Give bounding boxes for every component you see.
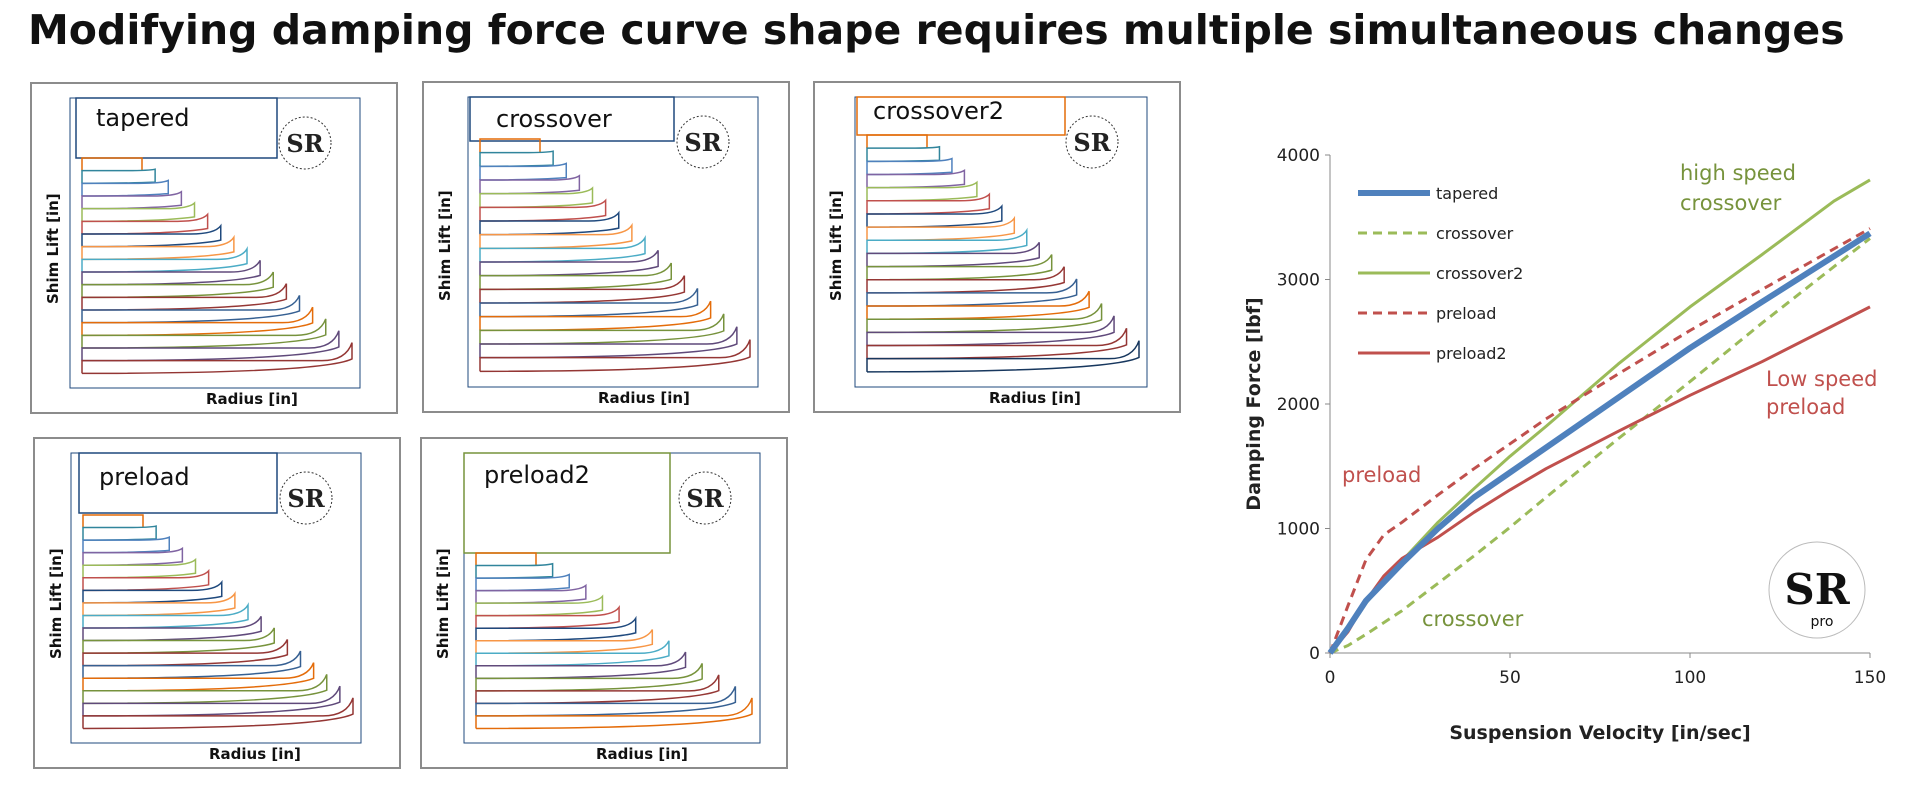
- panel-label: crossover2: [873, 97, 1005, 125]
- y-axis-label: Shim Lift [in]: [436, 190, 454, 301]
- x-tick-label: 0: [1325, 668, 1336, 688]
- x-tick-label: 50: [1499, 668, 1521, 688]
- shim-stack-plot-crossover2: SR: [854, 96, 1148, 388]
- panel-label: tapered: [96, 104, 190, 132]
- legend-label-tapered: tapered: [1436, 184, 1498, 203]
- legend-label-preload2: preload2: [1436, 344, 1507, 363]
- panel-preload: SR preload Shim Lift [in] Radius [in]: [33, 437, 401, 769]
- shim-stack-plot-crossover: SR: [467, 96, 759, 388]
- y-tick-label: 4000: [1277, 146, 1320, 166]
- panel-label: preload2: [484, 461, 590, 489]
- chart-annotation: Low speed: [1766, 367, 1877, 391]
- legend-label-crossover: crossover: [1436, 224, 1514, 243]
- y-tick-label: 1000: [1277, 520, 1320, 540]
- chart-annotation: preload: [1342, 463, 1421, 487]
- svg-text:SR: SR: [287, 484, 325, 513]
- x-axis-label: Radius [in]: [596, 745, 688, 763]
- x-tick-label: 150: [1854, 668, 1886, 688]
- legend-label-crossover2: crossover2: [1436, 264, 1523, 283]
- panel-crossover2: SR crossover2 Shim Lift [in] Radius [in]: [813, 81, 1181, 413]
- legend-label-preload: preload: [1436, 304, 1496, 323]
- x-axis-label: Radius [in]: [206, 390, 298, 408]
- panel-crossover: SR crossover Shim Lift [in] Radius [in]: [422, 81, 790, 413]
- y-tick-label: 0: [1309, 644, 1320, 664]
- shim-stack-plot-preload: SR: [70, 452, 362, 744]
- chart-annotation: preload: [1766, 395, 1845, 419]
- chart-annotation: high speed: [1680, 161, 1796, 185]
- svg-text:pro: pro: [1811, 614, 1834, 630]
- svg-text:SR: SR: [286, 129, 324, 158]
- panel-preload2: SR preload2 Shim Lift [in] Radius [in]: [420, 437, 788, 769]
- panel-label: preload: [99, 463, 190, 491]
- series-line-tapered: [1327, 230, 1872, 655]
- y-axis-label: Shim Lift [in]: [827, 190, 845, 301]
- chart-annotation: crossover: [1422, 607, 1524, 631]
- y-tick-label: 2000: [1277, 395, 1320, 415]
- panel-label: crossover: [496, 105, 612, 133]
- y-axis-title: Damping Force [lbf]: [1243, 297, 1265, 510]
- y-tick-label: 3000: [1277, 271, 1320, 291]
- svg-text:SR: SR: [686, 484, 724, 513]
- x-axis-title: Suspension Velocity [in/sec]: [1449, 722, 1750, 744]
- x-axis-label: Radius [in]: [989, 389, 1081, 407]
- y-axis-label: Shim Lift [in]: [44, 193, 62, 304]
- chart-annotation: crossover: [1680, 191, 1782, 215]
- page-title: Modifying damping force curve shape requ…: [28, 6, 1845, 54]
- shim-stack-plot-preload2: SR: [463, 452, 761, 744]
- svg-text:SR: SR: [1784, 565, 1850, 614]
- svg-text:SR: SR: [1073, 128, 1111, 157]
- x-axis-label: Radius [in]: [598, 389, 690, 407]
- damping-force-chart: 0 1000 2000 3000 4000 0 50 100 150 Suspension Vel…: [1243, 146, 1886, 744]
- series-line-crossover: [1329, 237, 1871, 655]
- series-line-preload: [1328, 227, 1871, 654]
- y-axis-label: Shim Lift [in]: [434, 548, 452, 659]
- shim-stack-plot-tapered: SR: [69, 97, 361, 389]
- panel-tapered: SR tapered Shim Lift [in] Radius [in]: [30, 82, 398, 414]
- y-axis-label: Shim Lift [in]: [47, 548, 65, 659]
- x-tick-label: 100: [1674, 668, 1706, 688]
- svg-text:SR: SR: [684, 128, 722, 157]
- x-axis-label: Radius [in]: [209, 745, 301, 763]
